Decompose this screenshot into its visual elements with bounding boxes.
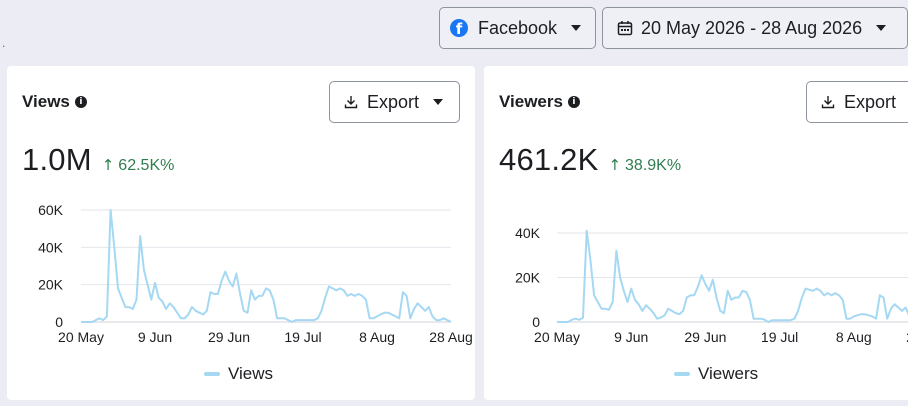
viewers-card: Viewers i Export 461.2K ↑ 38.9K% 40K 20K 0… xyxy=(484,66,908,400)
x-tick-label: 19 Jul xyxy=(284,329,321,345)
y-tick-label: 0 xyxy=(532,314,540,330)
legend-swatch xyxy=(674,372,690,376)
export-button[interactable]: Export xyxy=(806,81,908,123)
y-tick-label: 40K xyxy=(515,225,541,241)
x-tick-label: 29 Jun xyxy=(208,329,250,345)
x-tick-label: 9 Jun xyxy=(614,329,648,345)
views-card: Views i Export 1.0M ↑ 62.5K% 60K 40K 20K 0 2… xyxy=(7,66,475,400)
top-toolbar: . f Facebook 20 May 2026 - 28 Aug 2026 xyxy=(0,0,908,60)
metric-delta: ↑ 62.5K% xyxy=(102,156,175,175)
views-line-chart: 60K 40K 20K 020 May 9 Jun 29 Jun 19 Jul 8 Aug 28… xyxy=(38,202,473,345)
x-tick-label: 8 Aug xyxy=(836,329,872,345)
x-tick-label: 8 Aug xyxy=(359,329,395,345)
x-tick-label: 9 Jun xyxy=(138,329,172,345)
arrow-up-icon: ↑ xyxy=(608,156,622,174)
x-tick-label: 28 Aug xyxy=(429,329,473,345)
calendar-icon xyxy=(617,21,633,36)
download-icon xyxy=(821,96,835,109)
legend-label: Views xyxy=(228,364,274,383)
card-title-text: Viewers xyxy=(499,92,563,111)
y-tick-label: 20K xyxy=(38,277,64,293)
x-tick-label: 20 May xyxy=(58,329,104,345)
chart-legend[interactable]: Views xyxy=(204,364,273,384)
x-tick-label: 29 Jun xyxy=(684,329,726,345)
x-tick-label: 20 May xyxy=(534,329,580,345)
export-button[interactable]: Export xyxy=(329,81,460,123)
chevron-down-icon xyxy=(876,25,887,31)
metric-value: 461.2K xyxy=(499,142,599,177)
legend-swatch xyxy=(204,372,220,376)
platform-label: Facebook xyxy=(478,17,558,38)
delta-value: 38.9K% xyxy=(625,157,682,174)
viewers-line-chart: 40K 20K 020 May 9 Jun 29 Jun 19 Jul 8 Aug 28 Au… xyxy=(515,225,908,345)
x-tick-label: 28 Aug xyxy=(906,329,908,345)
delta-value: 62.5K% xyxy=(118,157,175,174)
facebook-logo-icon: f xyxy=(450,19,468,37)
date-range-label: 20 May 2026 - 28 Aug 2026 xyxy=(641,17,863,38)
date-range-selector[interactable]: 20 May 2026 - 28 Aug 2026 xyxy=(602,7,908,49)
series-line[interactable] xyxy=(81,209,452,323)
chevron-down-icon xyxy=(433,99,444,105)
platform-selector[interactable]: f Facebook xyxy=(439,7,596,49)
legend-label: Viewers xyxy=(698,364,759,383)
info-icon[interactable]: i xyxy=(74,96,87,108)
card-title: Viewers i xyxy=(499,92,580,112)
series-line[interactable] xyxy=(557,229,908,323)
download-icon xyxy=(344,96,358,109)
y-tick-label: 0 xyxy=(55,314,63,330)
metric-summary: 461.2K ↑ 38.9K% xyxy=(499,142,681,178)
card-title: Views i xyxy=(22,92,87,112)
x-tick-label: 19 Jul xyxy=(761,329,798,345)
arrow-up-icon: ↑ xyxy=(101,156,115,174)
y-tick-label: 40K xyxy=(38,239,64,255)
chevron-down-icon xyxy=(571,25,582,31)
export-label: Export xyxy=(844,91,897,112)
metric-delta: ↑ 38.9K% xyxy=(608,156,681,175)
chart-legend[interactable]: Viewers xyxy=(674,364,758,384)
card-title-text: Views xyxy=(22,92,70,111)
truncated-text: . xyxy=(2,36,6,50)
metric-value: 1.0M xyxy=(22,142,92,177)
y-tick-label: 60K xyxy=(38,202,64,218)
info-icon[interactable]: i xyxy=(567,96,580,108)
export-label: Export xyxy=(367,91,420,112)
y-tick-label: 20K xyxy=(515,270,541,286)
metric-summary: 1.0M ↑ 62.5K% xyxy=(22,142,174,178)
